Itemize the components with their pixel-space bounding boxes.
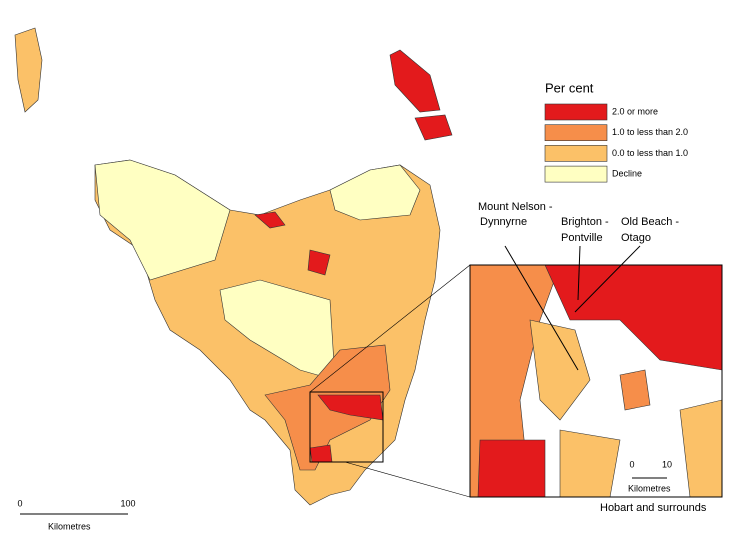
place-label: Dynnyrne (480, 216, 527, 228)
region (309, 444, 333, 463)
region (14, 27, 43, 113)
place-label: Old Beach - (621, 216, 679, 228)
inset-locator (309, 391, 384, 463)
leader-line (504, 245, 579, 371)
legend-label: 0.0 to less than 1.0 (612, 148, 688, 158)
legend-label: 2.0 or more (612, 106, 658, 116)
scale-tick: 0 (17, 498, 22, 508)
inset-regions (470, 265, 722, 497)
place-label: Mount Nelson - (478, 201, 553, 213)
place-label: Brighton - (561, 216, 609, 228)
place-label: Otago (621, 232, 651, 244)
region (264, 344, 391, 471)
scale-tick: 0 (629, 459, 634, 469)
legend-title: Per cent (545, 80, 594, 95)
region (559, 429, 621, 497)
inset-frame (469, 264, 723, 498)
leader-line (574, 245, 641, 313)
region (679, 399, 722, 497)
inset-caption: Hobart and surrounds (600, 502, 707, 514)
scale-unit: Kilometres (628, 483, 671, 493)
region (529, 319, 591, 421)
legend-swatch (544, 165, 608, 183)
region (317, 394, 384, 421)
legend: 2.0 or more 1.0 to less than 2.0 0.0 to le… (544, 103, 688, 183)
legend-swatch (544, 145, 608, 162)
legend-label: 1.0 to less than 2.0 (612, 127, 688, 137)
tasmania-map (14, 27, 453, 506)
legend-swatch (544, 124, 608, 141)
inset-map (470, 265, 722, 497)
region (94, 159, 231, 281)
inset-connector (344, 461, 471, 498)
region (329, 164, 421, 221)
region (414, 114, 453, 141)
legend-swatch (544, 103, 608, 121)
inset-connector (309, 264, 471, 393)
scale-tick: 100 (120, 498, 135, 508)
region (219, 279, 336, 381)
region (477, 439, 546, 497)
leader-line (577, 245, 581, 301)
scale-tick: 10 (662, 459, 672, 469)
place-label: Pontville (561, 232, 603, 244)
region (254, 211, 286, 229)
region (307, 249, 331, 276)
legend-label: Decline (612, 168, 642, 178)
region (544, 265, 722, 371)
region (619, 369, 651, 411)
region (389, 49, 441, 113)
scale-unit: Kilometres (48, 521, 91, 531)
